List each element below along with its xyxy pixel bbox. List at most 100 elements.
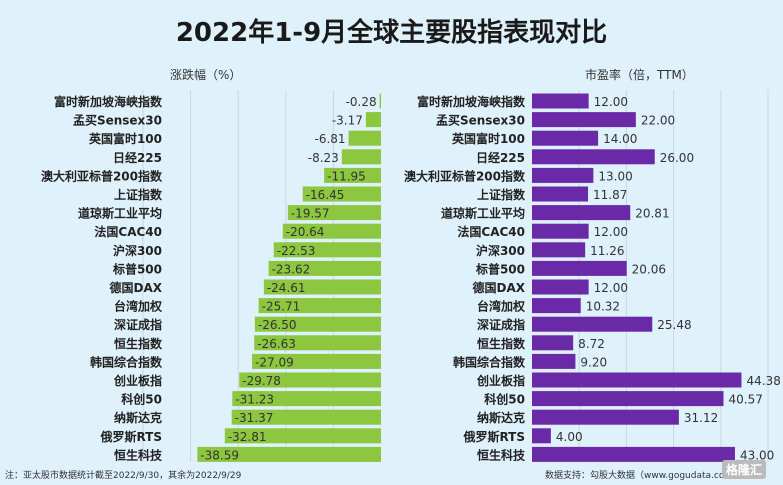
bar: [282, 223, 381, 239]
category-label: 韩国综合指数: [90, 354, 163, 369]
value-label: 11.26: [590, 244, 624, 258]
value-label: -32.81: [228, 430, 267, 444]
bar: [532, 298, 581, 314]
bar: [263, 279, 381, 295]
bar: [532, 205, 631, 221]
value-label: 43.00: [740, 448, 774, 462]
value-label: -6.81: [315, 132, 346, 146]
bar: [532, 391, 724, 407]
source-note: 数据支持：勾股大数据（www.gogudata.com）: [545, 471, 743, 481]
value-label: -3.17: [332, 114, 363, 128]
bar: [532, 260, 627, 276]
value-label: -24.61: [267, 281, 306, 295]
value-label: -16.45: [306, 188, 345, 202]
value-label: -23.62: [272, 262, 311, 276]
bar: [532, 242, 586, 258]
category-label: 孟买Sensex30: [436, 113, 525, 128]
category-label: 上证指数: [477, 187, 526, 202]
category-label: 标普500: [112, 261, 162, 276]
value-label: 44.38: [746, 374, 780, 388]
category-label: 纳斯达克: [114, 410, 162, 425]
category-label: 法国CAC40: [94, 224, 162, 239]
bar: [258, 298, 381, 314]
bar: [532, 93, 589, 109]
bar: [365, 112, 381, 128]
category-label: 纳斯达克: [477, 410, 525, 425]
category-label: 澳大利亚标普200指数: [404, 168, 526, 183]
value-label: -8.23: [308, 151, 339, 165]
value-label: 40.57: [728, 393, 762, 407]
value-label: 22.00: [641, 114, 675, 128]
value-label: 31.12: [684, 411, 718, 425]
category-label: 德国DAX: [109, 280, 162, 295]
value-label: 8.72: [578, 337, 605, 351]
value-label: 11.87: [593, 188, 627, 202]
bar: [532, 446, 735, 462]
category-label: 创业板指: [113, 373, 162, 388]
category-label: 道琼斯工业平均: [78, 206, 162, 221]
value-label: 4.00: [556, 430, 583, 444]
value-label: 13.00: [598, 169, 632, 183]
value-label: 9.20: [580, 355, 607, 369]
bar: [379, 93, 381, 109]
bar: [254, 335, 381, 351]
category-label: 英国富时100: [452, 131, 525, 146]
bar: [532, 112, 636, 128]
value-label: 12.00: [594, 95, 628, 109]
category-label: 日经225: [113, 150, 162, 165]
bar: [268, 260, 381, 276]
logo: 格隆汇: [722, 460, 767, 479]
value-label: -22.53: [277, 244, 316, 258]
value-label: 26.00: [660, 151, 694, 165]
bar: [532, 149, 655, 165]
left-chart-title: 涨跌幅（%）: [170, 68, 242, 82]
category-label: 上证指数: [114, 187, 163, 202]
category-label: 孟买Sensex30: [73, 113, 162, 128]
value-label: -31.37: [235, 411, 274, 425]
bar: [532, 130, 599, 146]
bar: [239, 372, 381, 388]
chart-title: 2022年1-9月全球主要股指表现对比: [175, 18, 608, 48]
value-label: -38.59: [200, 448, 239, 462]
category-label: 恒生指数: [477, 336, 526, 351]
value-label: -19.57: [291, 207, 330, 221]
bar: [532, 167, 594, 183]
bar: [532, 409, 679, 425]
category-label: 沪深300: [476, 243, 525, 258]
bar: [232, 391, 381, 407]
value-label: 12.00: [594, 281, 628, 295]
category-label: 标普500: [475, 261, 525, 276]
value-label: -29.78: [242, 374, 281, 388]
value-label: -31.23: [235, 393, 274, 407]
value-label: -25.71: [262, 300, 301, 314]
value-label: 14.00: [603, 132, 637, 146]
category-label: 台湾加权: [114, 299, 163, 314]
category-label: 法国CAC40: [457, 224, 525, 239]
value-label: 20.81: [635, 207, 669, 221]
footnote: 注：亚太股市数据统计截至2022/9/30，其余为2022/9/29: [5, 471, 242, 481]
value-label: 25.48: [657, 318, 691, 332]
bar: [254, 316, 381, 332]
bar: [532, 186, 589, 202]
category-label: 澳大利亚标普200指数: [41, 168, 163, 183]
bar: [287, 205, 381, 221]
category-label: 沪深300: [113, 243, 162, 258]
category-label: 富时新加坡海峡指数: [417, 94, 526, 109]
bar: [273, 242, 381, 258]
category-label: 俄罗斯RTS: [462, 429, 525, 444]
category-label: 深证成指: [477, 317, 525, 332]
value-label: -27.09: [255, 355, 294, 369]
bar: [252, 353, 381, 369]
bar: [324, 167, 381, 183]
right-chart-title: 市盈率（倍，TTM）: [585, 68, 694, 82]
value-label: -0.28: [346, 95, 377, 109]
category-label: 科创50: [121, 392, 162, 407]
bar: [532, 335, 574, 351]
bar: [231, 409, 381, 425]
category-label: 创业板指: [476, 373, 525, 388]
bar: [224, 428, 381, 444]
bar: [532, 428, 551, 444]
value-label: 20.06: [632, 262, 666, 276]
category-label: 科创50: [484, 392, 525, 407]
